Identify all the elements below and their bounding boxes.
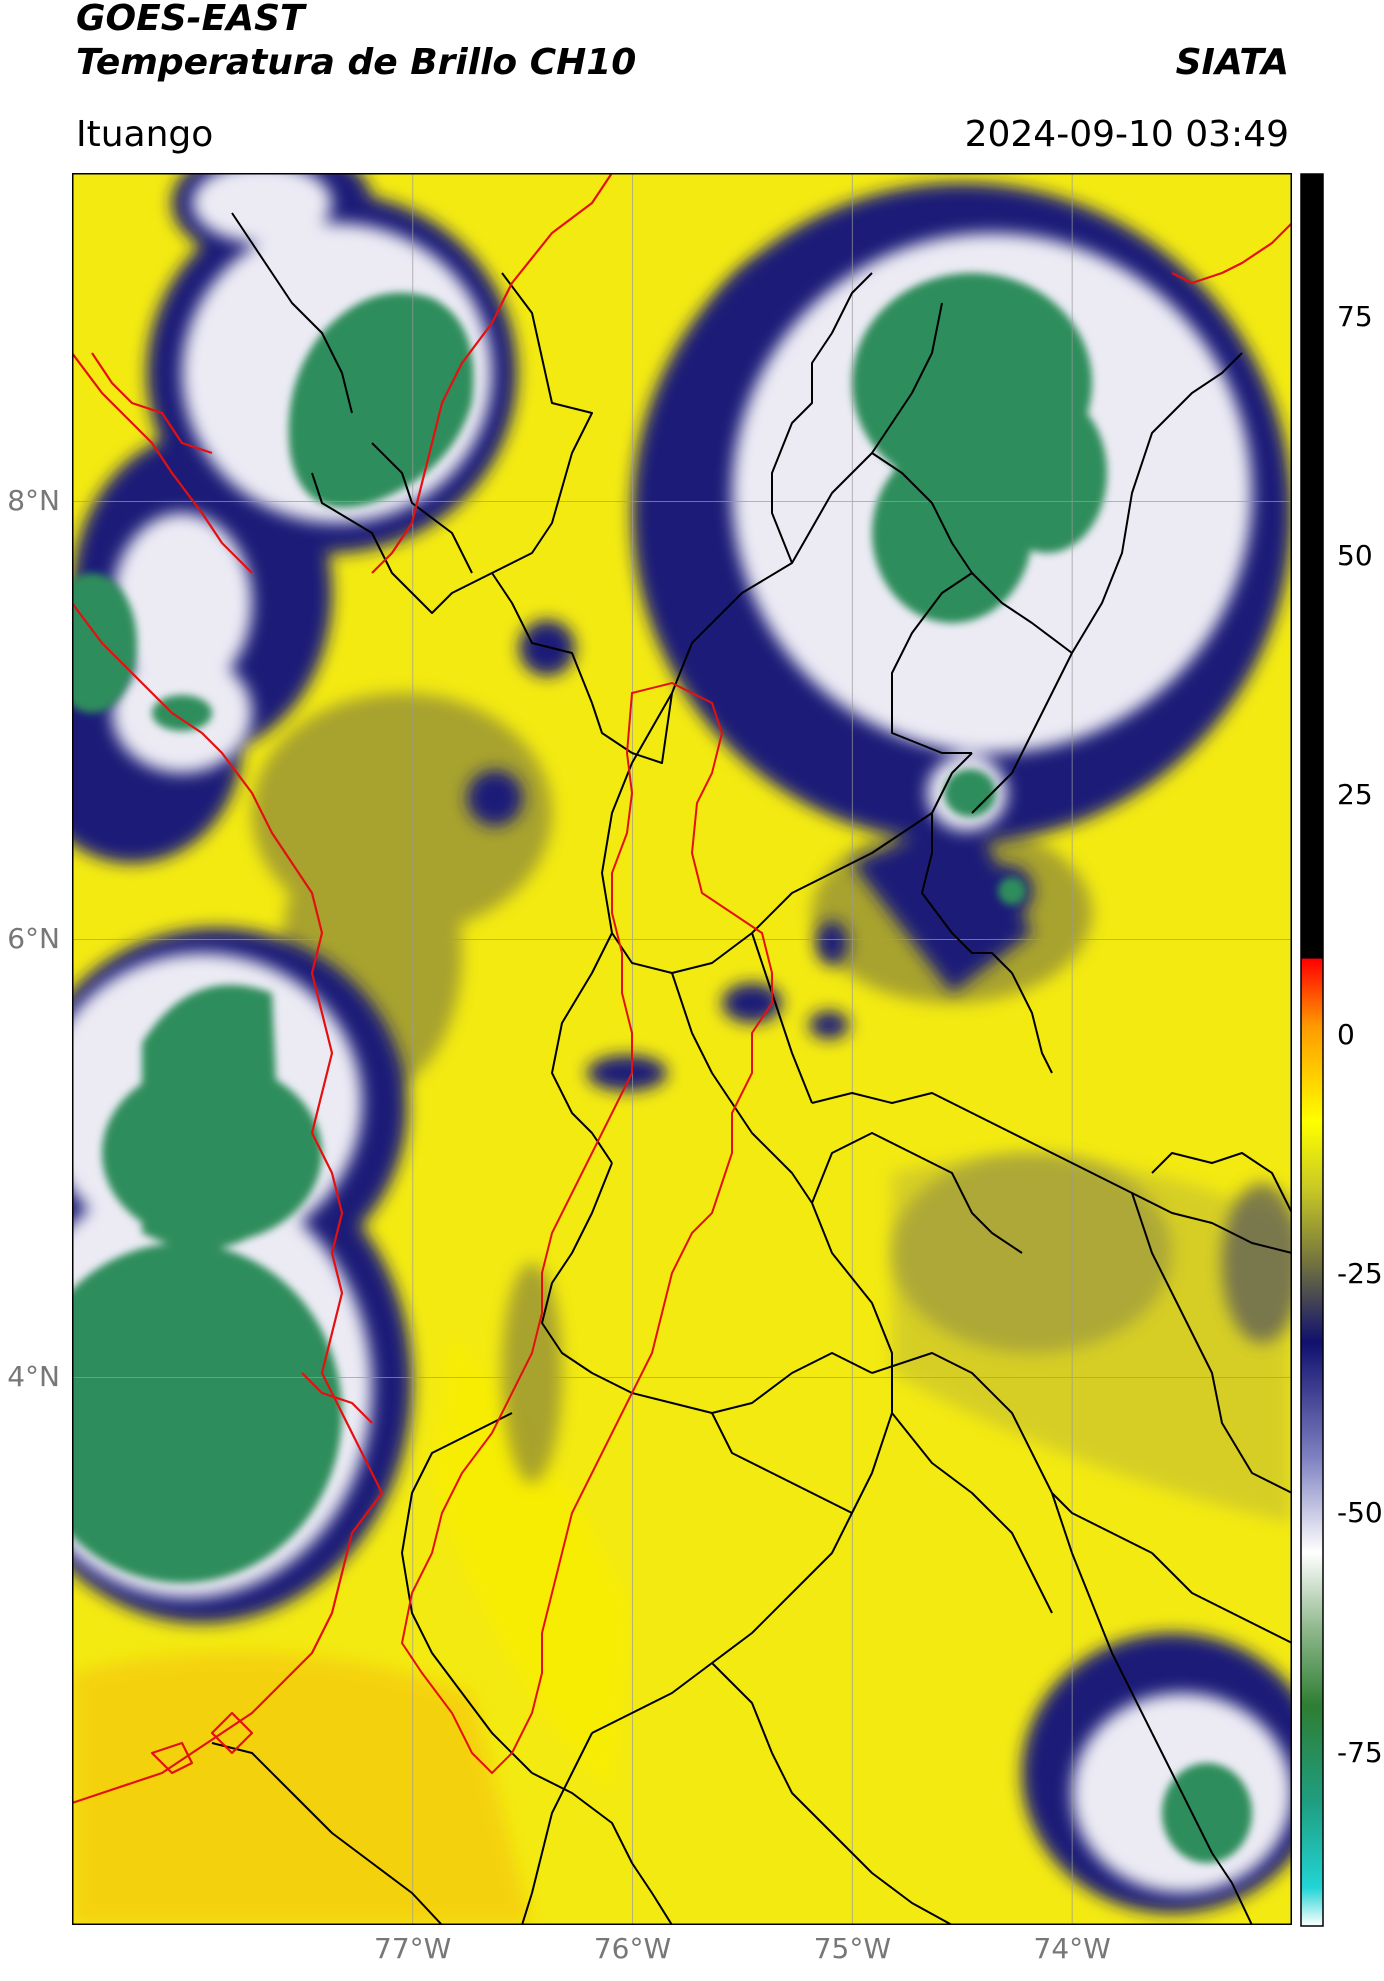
- location-label: Ituango: [76, 114, 214, 155]
- lat-tick-label: 4°N: [7, 1359, 60, 1393]
- colorbar-tick-label: -50: [1337, 1496, 1383, 1530]
- title-product: Temperatura de Brillo CH10: [76, 42, 637, 83]
- colorbar-tick-label: 75: [1337, 299, 1373, 333]
- lon-tick-label: 75°W: [813, 1932, 892, 1965]
- lat-tick-label: 6°N: [7, 921, 60, 955]
- lon-tick-label: 74°W: [1033, 1932, 1111, 1965]
- colorbar-tick-label: 0: [1337, 1017, 1355, 1051]
- cold-clouds-green: [72, 273, 1252, 1863]
- lat-tick-label: 8°N: [7, 483, 60, 517]
- title-satellite: GOES-EAST: [76, 0, 305, 39]
- lon-tick-label: 76°W: [593, 1932, 672, 1965]
- lon-tick-label: 77°W: [374, 1932, 452, 1965]
- admin-borders: [211, 212, 1292, 1925]
- brightness-temperature-map: [72, 173, 1292, 1925]
- timestamp-label: 2024-09-10 03:49: [964, 114, 1289, 155]
- colorbar: [1300, 173, 1324, 1927]
- ituango-watershed-outline: [400, 681, 773, 1775]
- coastline: [72, 173, 1292, 1805]
- gridlines: [72, 173, 1292, 1925]
- colorbar-tick-label: 25: [1337, 778, 1373, 812]
- colorbar-tick-label: -25: [1337, 1256, 1383, 1290]
- colorbar-tick-label: 50: [1337, 538, 1373, 572]
- organization-label: SIATA: [1175, 42, 1289, 83]
- colorbar-tick-label: -75: [1337, 1735, 1383, 1769]
